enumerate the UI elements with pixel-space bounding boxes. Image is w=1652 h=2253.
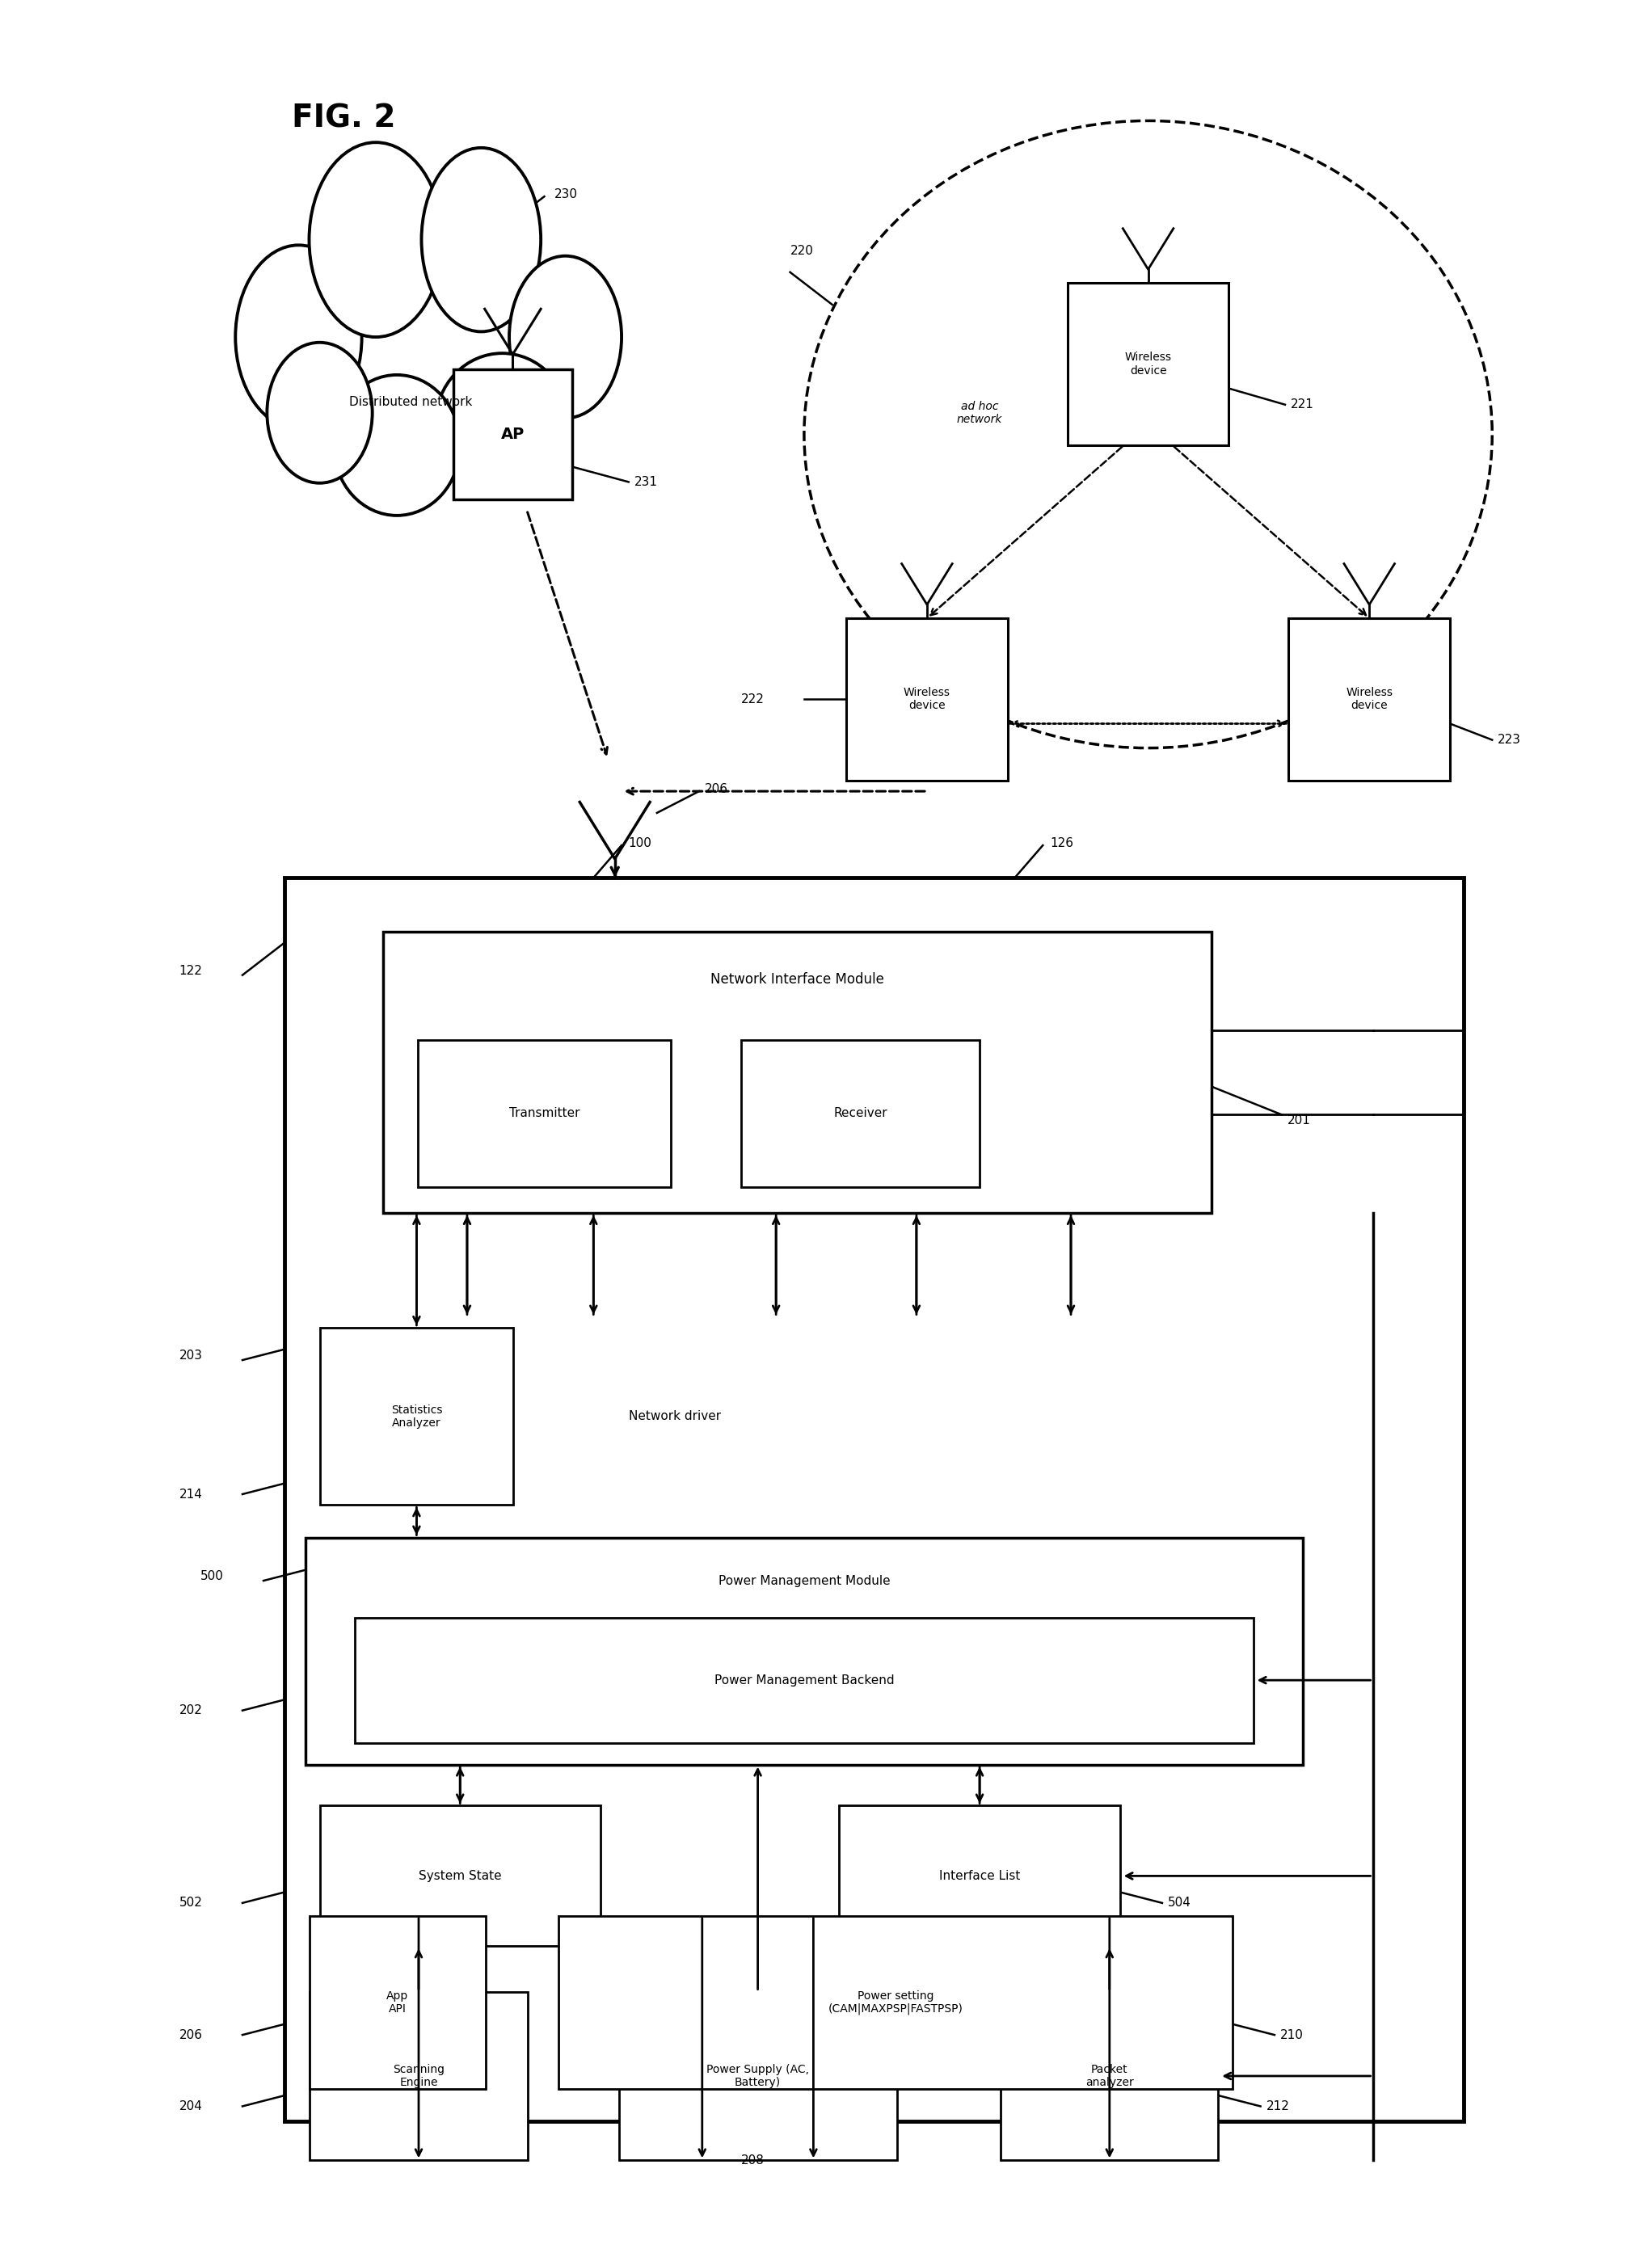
Bar [1001,1992,1218,2161]
Text: 223: 223 [1498,734,1521,746]
Bar [453,369,572,500]
Bar [620,1992,897,2161]
Text: 500: 500 [200,1570,223,1582]
Ellipse shape [509,257,621,419]
Bar [742,1041,980,1187]
Ellipse shape [309,142,443,338]
Text: 201: 201 [1287,1115,1310,1126]
Text: Receiver: Receiver [833,1108,887,1120]
Text: 126: 126 [1051,838,1074,849]
Text: Wireless
device: Wireless device [1125,351,1171,376]
Text: 202: 202 [180,1706,203,1717]
Text: Network Interface Module: Network Interface Module [710,971,884,987]
Text: Network driver: Network driver [629,1410,720,1422]
Text: 214: 214 [180,1489,203,1500]
Text: Power Supply (AC,
Battery): Power Supply (AC, Battery) [707,2064,809,2089]
Text: Statistics
Analyzer: Statistics Analyzer [392,1404,443,1428]
Text: 203: 203 [180,1350,203,1361]
Text: Wireless
device: Wireless device [1346,687,1393,712]
Text: 212: 212 [1265,2100,1290,2113]
Text: AP: AP [501,426,525,442]
Text: 122: 122 [180,964,203,978]
Text: ad hoc
network: ad hoc network [957,401,1003,426]
Text: 206: 206 [705,784,729,795]
Bar [846,617,1008,780]
Text: Power Management Module: Power Management Module [719,1575,890,1586]
Text: Scanning
Engine: Scanning Engine [393,2064,444,2089]
Bar [284,879,1464,2122]
Text: 220: 220 [790,246,813,257]
Text: 221: 221 [1290,399,1313,410]
Text: Distributed network: Distributed network [349,397,472,408]
Bar [311,1992,527,2161]
Text: 204: 204 [180,2100,203,2113]
Ellipse shape [268,342,372,482]
Text: 206: 206 [180,2030,203,2041]
Bar [320,1805,601,1947]
Text: 210: 210 [1280,2030,1303,2041]
Bar [306,1537,1303,1764]
Text: Power setting
(CAM|MAXPSP|FASTPSP): Power setting (CAM|MAXPSP|FASTPSP) [828,1989,963,2014]
Text: 230: 230 [553,189,578,201]
Bar [418,1041,671,1187]
Text: 502: 502 [180,1897,203,1908]
Bar [1289,617,1450,780]
Text: Transmitter: Transmitter [509,1108,580,1120]
Text: Packet
analyzer: Packet analyzer [1085,2064,1133,2089]
Text: 222: 222 [740,694,765,705]
Bar [558,1915,1232,2089]
Ellipse shape [436,354,568,493]
Text: Wireless
device: Wireless device [904,687,950,712]
Bar [383,933,1211,1212]
Text: 100: 100 [629,838,653,849]
Text: App
API: App API [387,1989,408,2014]
Bar [311,1915,486,2089]
Text: 504: 504 [1168,1897,1191,1908]
Ellipse shape [421,149,540,331]
Text: System State: System State [418,1870,502,1881]
Bar [320,1327,514,1505]
Ellipse shape [236,246,362,428]
Text: Power Management Backend: Power Management Backend [714,1674,894,1685]
Text: FIG. 2: FIG. 2 [292,104,395,133]
Bar [355,1618,1254,1744]
Text: 208: 208 [742,2154,765,2167]
Text: 231: 231 [634,475,657,489]
Ellipse shape [334,374,459,516]
Ellipse shape [805,122,1492,748]
Bar [1067,284,1229,446]
Text: Interface List: Interface List [938,1870,1021,1881]
Bar [839,1805,1120,1947]
